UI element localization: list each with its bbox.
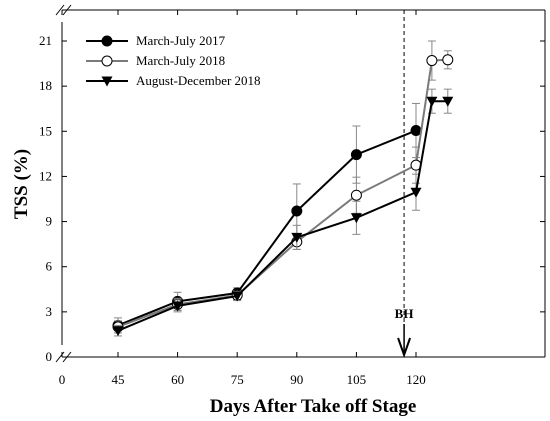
axis-break-top-b: [62, 4, 72, 16]
x-tick-label: 75: [231, 372, 244, 387]
x-tick-label: 45: [112, 372, 125, 387]
x-tick-label: 90: [290, 372, 303, 387]
bh-label: BH: [395, 306, 414, 321]
data-point: [291, 205, 303, 217]
series-line: [117, 100, 448, 332]
bh-arrow-head: [397, 337, 412, 359]
x-axis-title: Days After Take off Stage: [210, 396, 417, 417]
y-axis-ticks: 0 3 6 9 12 15 18 21: [39, 33, 545, 364]
x-axis-ticks: 0 45 60 75 90 105 120: [59, 10, 426, 387]
series-line: [117, 58, 448, 328]
legend: March-July 2017 March-July 2018 August-Dec…: [86, 33, 261, 88]
y-tick-label: 9: [46, 214, 53, 229]
data-point: [231, 291, 243, 302]
data-point: [410, 187, 422, 198]
axis-break-top-a: [55, 4, 65, 16]
data-point: [350, 213, 362, 224]
y-tick-label: 12: [39, 168, 52, 183]
data-point: [426, 55, 438, 67]
y-axis-title: TSS (%): [11, 149, 32, 219]
data-point: [442, 96, 454, 107]
data-point: [426, 96, 438, 107]
series-layer: [112, 40, 454, 337]
x-tick-label: 120: [406, 372, 426, 387]
data-point: [112, 326, 124, 337]
legend-label: August-December 2018: [136, 73, 261, 88]
data-point: [350, 189, 362, 201]
x-tick-label: 60: [171, 372, 184, 387]
legend-label: March-July 2018: [136, 53, 225, 68]
data-point: [101, 76, 113, 87]
x-tick-label: 105: [347, 372, 367, 387]
data-point: [291, 232, 303, 243]
y-tick-label: 18: [39, 78, 52, 93]
axis-break-bottom-a: [55, 351, 65, 363]
y-tick-label: 15: [39, 123, 52, 138]
data-point: [442, 54, 454, 66]
data-point: [350, 149, 362, 161]
legend-label: March-July 2017: [136, 33, 226, 48]
y-tick-label: 6: [46, 259, 53, 274]
data-point: [101, 35, 113, 47]
x-tick-label: 0: [59, 372, 66, 387]
y-tick-label: 21: [39, 33, 52, 48]
data-point: [101, 55, 113, 67]
bh-annotation: BH: [395, 10, 414, 359]
data-point: [172, 301, 184, 312]
y-tick-label: 0: [46, 349, 53, 364]
plot-frame: [55, 4, 546, 363]
series-3: [112, 88, 454, 337]
y-tick-label: 3: [46, 304, 53, 319]
series-1: [112, 102, 422, 334]
data-point: [410, 125, 422, 137]
series-line: [117, 129, 417, 327]
